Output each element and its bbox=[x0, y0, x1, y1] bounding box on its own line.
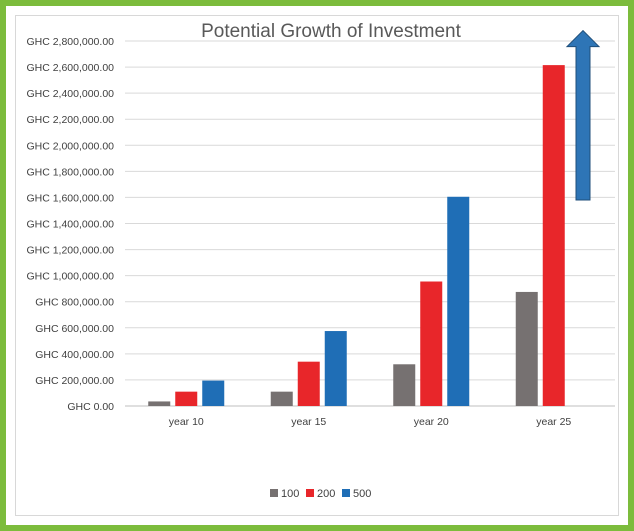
bars bbox=[148, 65, 565, 406]
chart-area bbox=[15, 15, 619, 516]
bar-200-year-20 bbox=[420, 281, 443, 406]
y-tick-label: GHC 1,800,000.00 bbox=[26, 166, 114, 178]
x-tick-label: year 10 bbox=[169, 416, 204, 428]
x-tick-label: year 15 bbox=[291, 416, 326, 428]
y-tick-label: GHC 400,000.00 bbox=[35, 349, 114, 361]
bar-200-year-15 bbox=[297, 361, 320, 406]
y-tick-label: GHC 1,600,000.00 bbox=[26, 192, 114, 204]
legend: 100 200 500 bbox=[270, 488, 371, 500]
growth-arrow-icon bbox=[565, 29, 601, 201]
y-tick-label: GHC 2,600,000.00 bbox=[26, 62, 114, 74]
chart-title: Potential Growth of Investment bbox=[201, 21, 462, 42]
y-tick-label: GHC 1,200,000.00 bbox=[26, 245, 114, 257]
y-tick-label: GHC 2,800,000.00 bbox=[26, 36, 114, 48]
y-tick-label: GHC 200,000.00 bbox=[35, 375, 114, 387]
bar-500-year-15 bbox=[324, 331, 347, 406]
legend-label: 500 bbox=[353, 488, 371, 500]
annotation bbox=[565, 29, 601, 201]
y-axis-tick-labels: GHC 0.00 GHC 200,000.00 GHC 400,000.00 GHC … bbox=[26, 36, 114, 413]
y-tick-label: GHC 2,000,000.00 bbox=[26, 140, 114, 152]
bar-100-year-10 bbox=[148, 401, 171, 406]
legend-swatch-500 bbox=[342, 489, 350, 497]
x-tick-label: year 20 bbox=[414, 416, 449, 428]
bar-200-year-25 bbox=[542, 65, 565, 406]
legend-swatch-100 bbox=[270, 489, 278, 497]
bar-500-year-10 bbox=[202, 380, 225, 406]
bar-200-year-10 bbox=[175, 391, 198, 406]
y-tick-label: GHC 2,200,000.00 bbox=[26, 114, 114, 126]
y-tick-label: GHC 600,000.00 bbox=[35, 323, 114, 335]
y-tick-label: GHC 800,000.00 bbox=[35, 297, 114, 309]
y-tick-label: GHC 1,000,000.00 bbox=[26, 271, 114, 283]
x-axis-tick-labels: year 10 year 15 year 20 year 25 bbox=[169, 416, 572, 428]
bar-100-year-15 bbox=[270, 391, 293, 406]
y-tick-label: GHC 1,400,000.00 bbox=[26, 219, 114, 231]
x-tick-label: year 25 bbox=[536, 416, 571, 428]
gridlines bbox=[125, 40, 615, 407]
y-tick-label: GHC 2,400,000.00 bbox=[26, 88, 114, 100]
legend-swatch-200 bbox=[306, 489, 314, 497]
y-tick-label: GHC 0.00 bbox=[67, 401, 114, 413]
bar-100-year-25 bbox=[515, 291, 538, 406]
bar-500-year-20 bbox=[447, 196, 470, 406]
legend-label: 200 bbox=[317, 488, 335, 500]
legend-label: 100 bbox=[281, 488, 299, 500]
bar-100-year-20 bbox=[393, 364, 416, 406]
